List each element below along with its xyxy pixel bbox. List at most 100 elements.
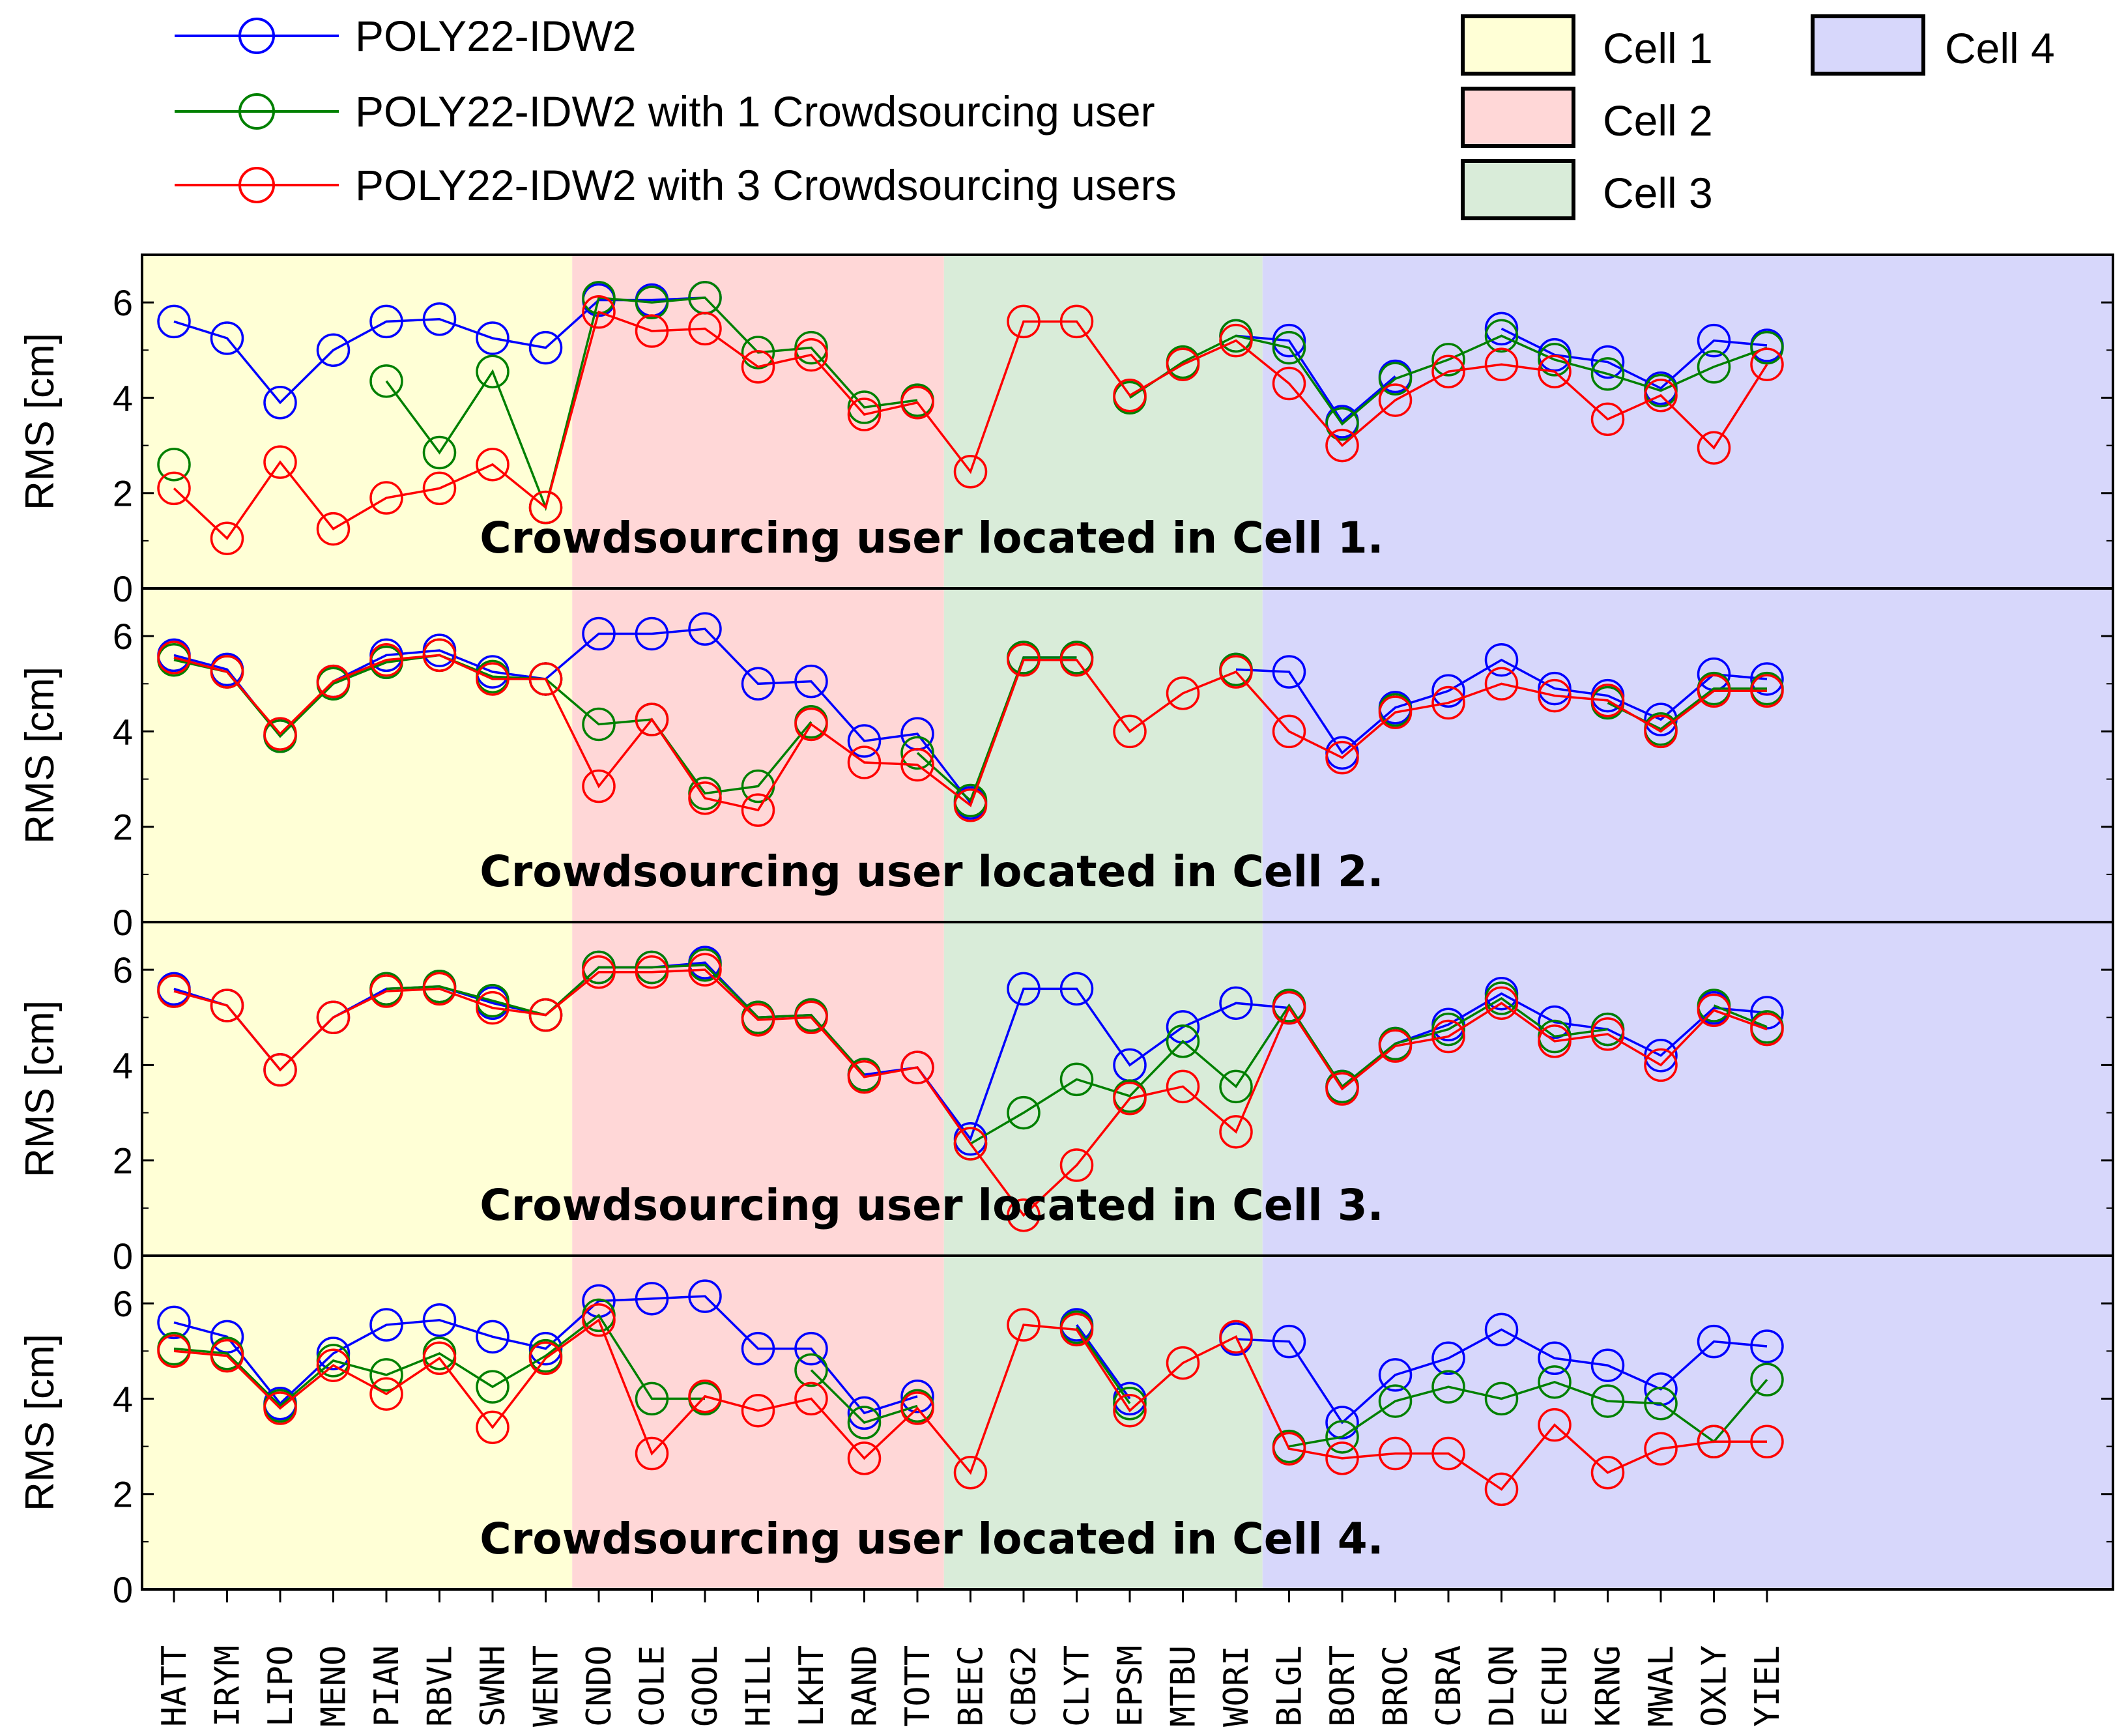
data-point <box>635 285 669 319</box>
data-point <box>369 304 403 339</box>
data-point <box>794 330 828 365</box>
data-point <box>263 1052 297 1087</box>
data-point <box>1166 1346 1200 1380</box>
data-point <box>422 435 457 470</box>
data-point <box>1697 350 1731 384</box>
legend-label-series-1: POLY22-IDW2 <box>355 12 637 60</box>
data-point <box>847 1441 882 1475</box>
series-3 <box>157 295 1784 555</box>
x-tick-label: RBVL <box>421 1645 460 1727</box>
data-point <box>1590 1456 1625 1490</box>
y-tick-label: 0 <box>113 1236 133 1277</box>
data-point <box>263 717 297 751</box>
legend-swatch-cell-2 <box>1461 87 1575 148</box>
series-line <box>916 656 1077 803</box>
data-point <box>369 481 403 515</box>
data-point <box>1219 655 1253 689</box>
data-point <box>635 1282 669 1316</box>
data-point <box>1431 1019 1465 1054</box>
legend-marker-series-2 <box>238 93 275 130</box>
data-point <box>1166 676 1200 710</box>
legend-entry-cell-2: Cell 2 <box>1461 87 1713 148</box>
cell-band-3 <box>943 588 1263 922</box>
data-point <box>582 1303 616 1337</box>
data-point <box>953 1456 988 1490</box>
data-point <box>1431 354 1465 388</box>
x-tick-label: RAND <box>846 1645 885 1727</box>
data-point <box>635 314 669 348</box>
data-point <box>1219 1320 1253 1354</box>
data-point <box>688 311 722 346</box>
data-point <box>1219 1115 1253 1149</box>
x-tick-label: CLYT <box>1058 1645 1097 1727</box>
series-3 <box>157 638 1784 827</box>
x-tick-label: WORI <box>1217 1645 1256 1727</box>
data-point <box>900 736 934 770</box>
panel-3: 0 2 4 6 RMS [cm] Crowdsourcing user located i… <box>18 921 2114 1277</box>
series-1 <box>157 1279 1784 1439</box>
data-point <box>263 1391 297 1425</box>
data-point <box>1431 1436 1465 1471</box>
x-tick-label: KRNG <box>1589 1645 1628 1727</box>
data-point <box>316 1348 351 1382</box>
data-point <box>794 1000 828 1035</box>
data-point <box>794 338 828 372</box>
data-point <box>1538 1024 1572 1058</box>
x-tick-label: DLQN <box>1483 1645 1522 1727</box>
data-point <box>635 1436 669 1471</box>
data-point <box>1750 347 1784 381</box>
data-point <box>369 1308 403 1342</box>
y-axis-label: RMS [cm] <box>18 333 63 510</box>
y-tick-label: 6 <box>113 616 133 657</box>
x-tick-label: CNDO <box>580 1645 619 1727</box>
series-line <box>1235 1328 1768 1425</box>
x-tick-label: HILL <box>740 1645 779 1727</box>
data-point <box>1538 678 1572 713</box>
data-point <box>1697 431 1731 465</box>
legend-label-series-3: POLY22-IDW2 with 3 Crowdsourcing users <box>355 161 1177 209</box>
data-point <box>1219 1069 1253 1104</box>
data-point <box>1007 1198 1041 1232</box>
data-point <box>1272 330 1306 365</box>
series-line <box>386 964 865 1076</box>
series-line <box>810 1369 918 1424</box>
cell-band-1 <box>142 255 573 588</box>
data-point <box>528 662 563 696</box>
data-point <box>528 1331 563 1366</box>
x-tick-label: BORT <box>1323 1645 1362 1727</box>
cell-band-1 <box>142 1256 573 1589</box>
x-tick-label: MWAL <box>1642 1645 1681 1727</box>
data-point <box>582 955 616 989</box>
data-point <box>635 955 669 989</box>
data-point <box>741 1393 775 1428</box>
data-point <box>1272 655 1306 689</box>
data-point <box>1007 1095 1041 1130</box>
data-point <box>1325 1406 1359 1439</box>
data-point <box>635 702 669 736</box>
data-point <box>741 336 775 369</box>
panel-4: 0 2 4 6 RMS [cm] Crowdsourcing user located i… <box>18 1254 2114 1610</box>
data-point <box>528 1341 563 1376</box>
data-point <box>316 512 351 546</box>
series-3 <box>157 953 1784 1232</box>
data-point <box>635 616 669 651</box>
x-tick-label: IRYM <box>208 1645 248 1727</box>
data-point <box>953 788 988 822</box>
panel-annotation: Crowdsourcing user located in Cell 2. <box>480 846 1383 897</box>
data-point <box>210 1338 244 1373</box>
data-point <box>900 747 934 782</box>
data-point <box>1166 1069 1200 1104</box>
data-point <box>1272 714 1306 749</box>
panel-1: 0 2 4 6 RMS [cm] Crowdsourcing user located i… <box>18 253 2114 609</box>
data-point <box>847 724 882 758</box>
data-point <box>1059 972 1094 1006</box>
data-point <box>1378 695 1413 729</box>
data-point <box>528 490 563 525</box>
data-point <box>422 471 457 506</box>
series-line <box>173 1295 918 1415</box>
data-point <box>794 1382 828 1416</box>
series-legend: POLY22-IDW2 POLY22-IDW2 with 1 Crowdsour… <box>175 12 1177 209</box>
data-point <box>1113 714 1147 749</box>
data-point <box>1113 1081 1147 1116</box>
y-tick-label: 4 <box>113 377 133 418</box>
